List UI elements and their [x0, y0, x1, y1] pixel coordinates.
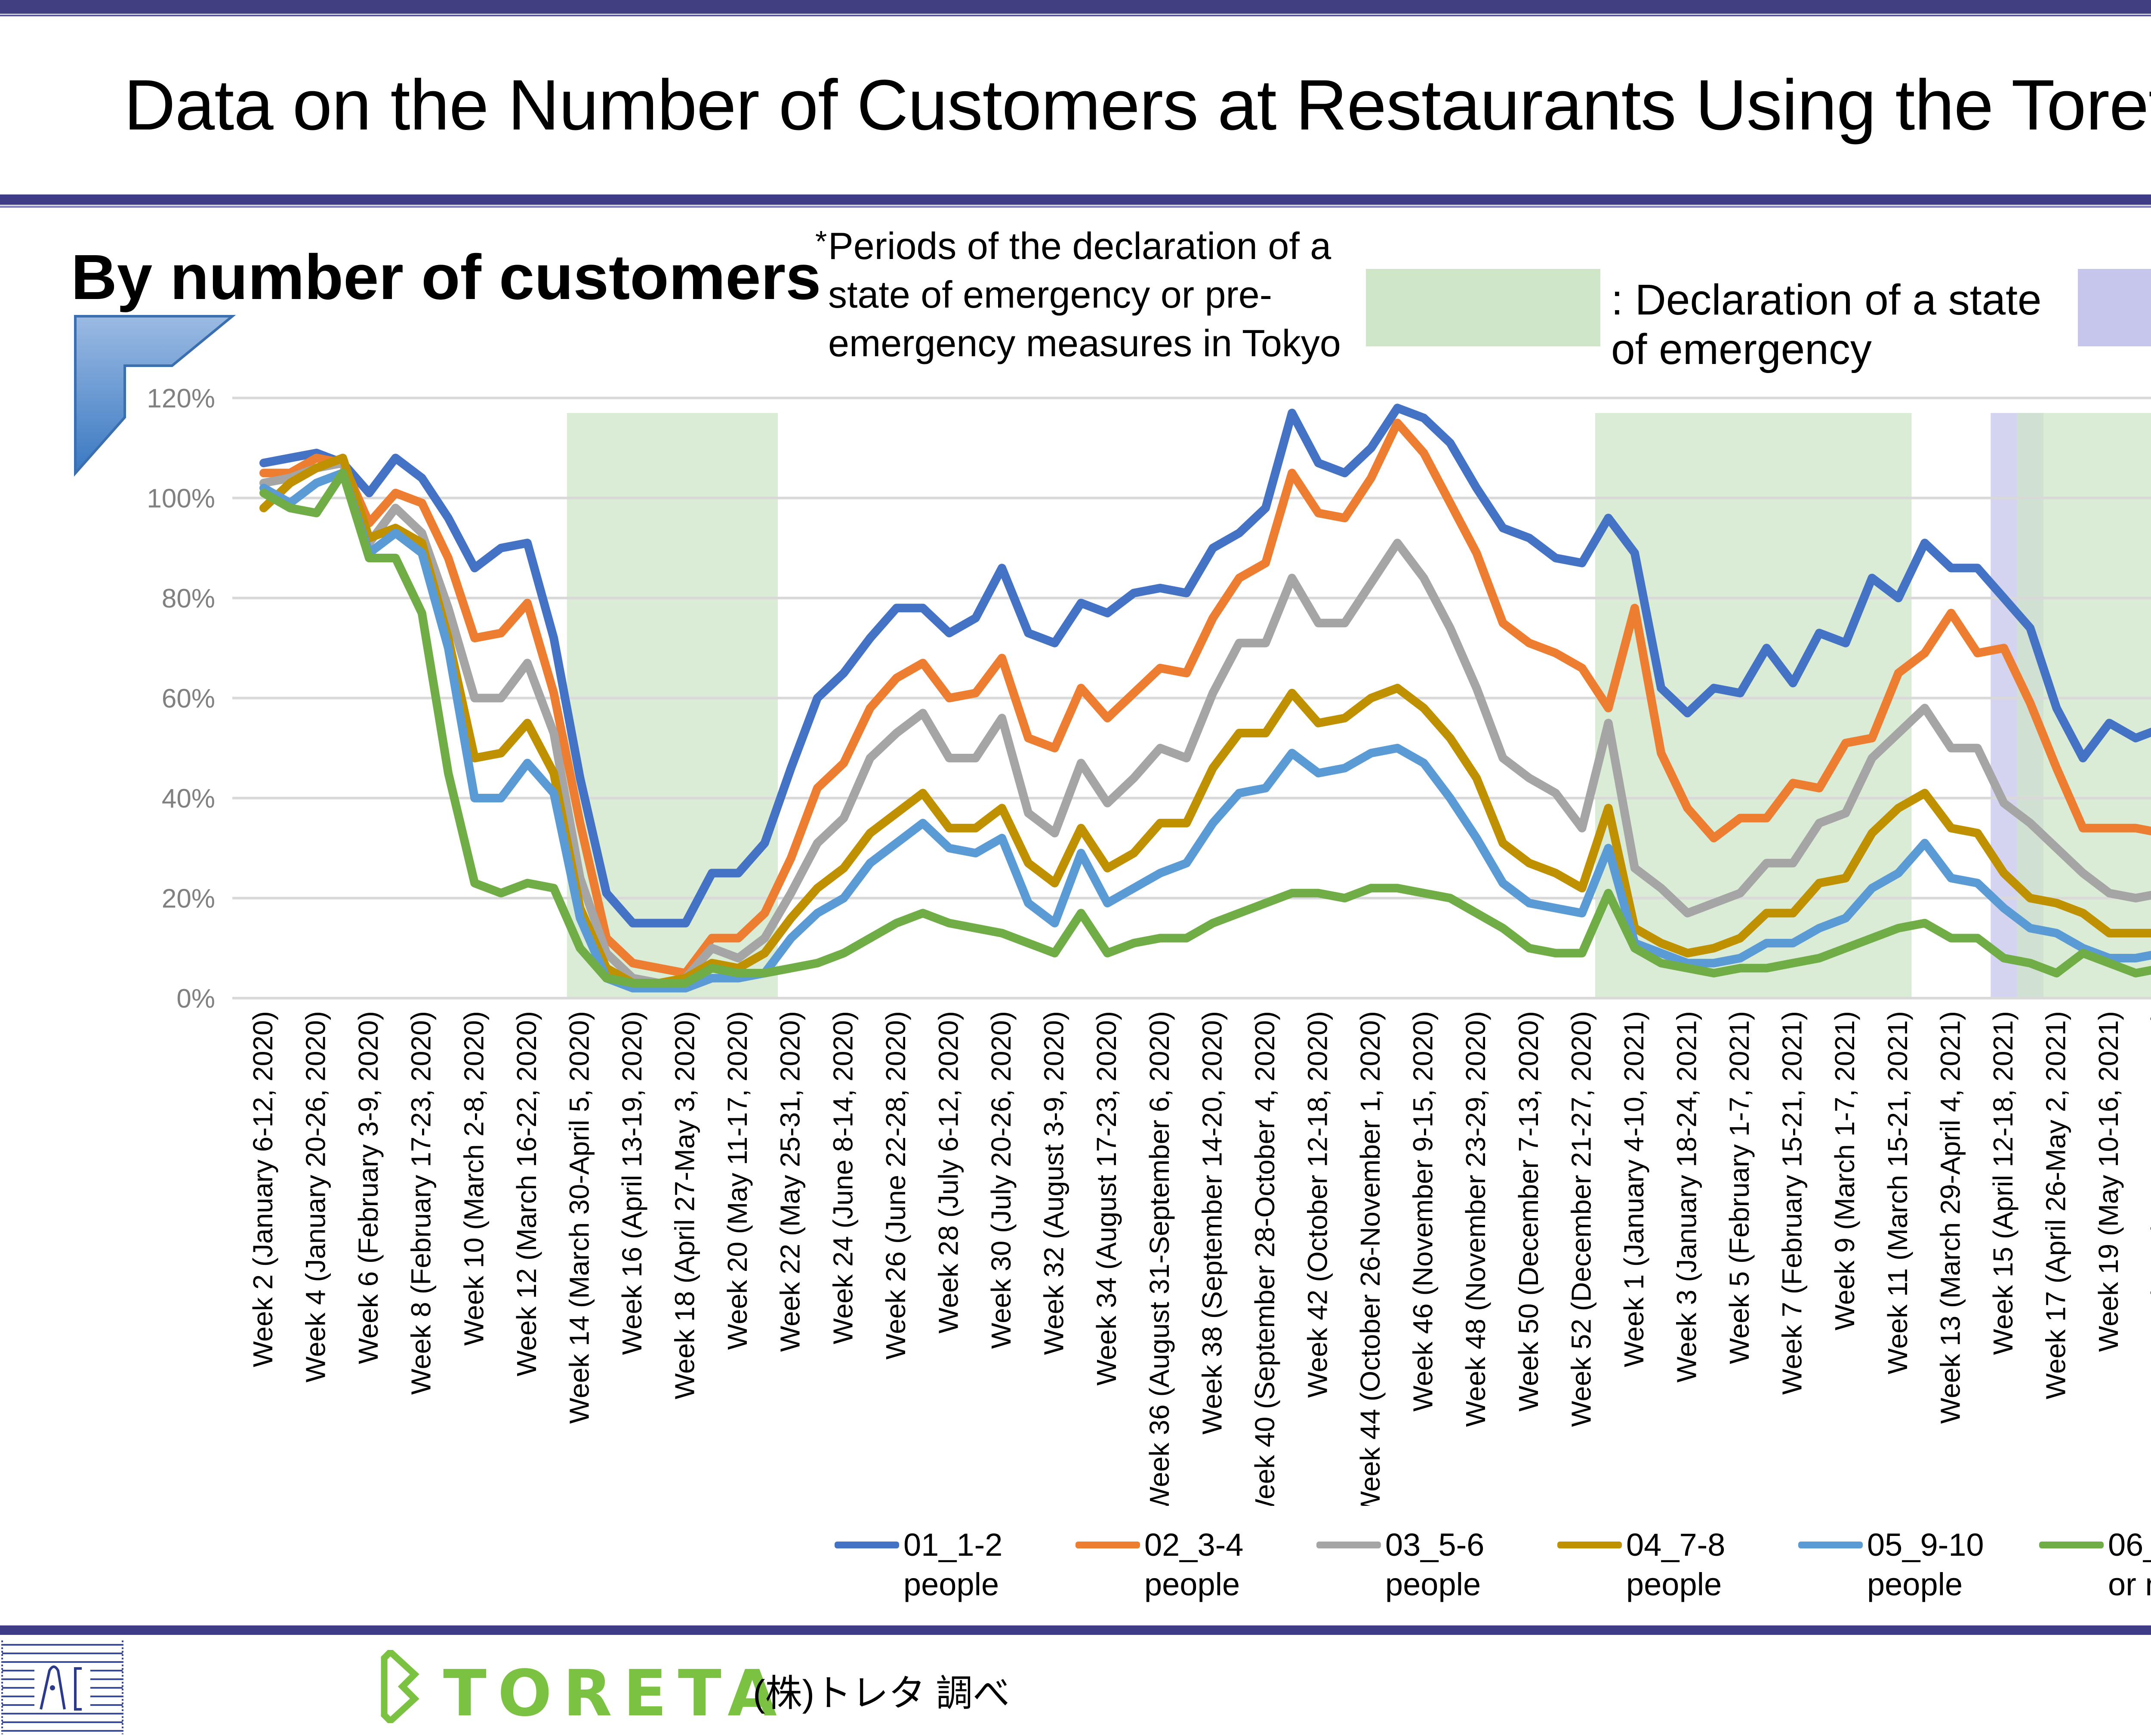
legend-item: 05_9-10 people — [1798, 1525, 1984, 1604]
legend-item: 06_11 peopleor more — [2039, 1525, 2151, 1604]
y-tick-label: 0% — [176, 984, 215, 1014]
line-chart: 0% 20% 40% 60% 80% 100% 120% Week 2 (January 6-… — [147, 384, 2151, 1506]
chart-legend: 01_1-2 people 02_3-4 people 03_5-6 people 04_7… — [835, 1525, 2151, 1611]
legend-swatch — [1798, 1542, 1863, 1548]
y-tick-label: 40% — [162, 784, 215, 814]
legend-swatch — [835, 1542, 899, 1548]
x-tick-label: Week 17 (April 26-May 2, 2021) — [2040, 1011, 2071, 1399]
legend-swatch — [1557, 1542, 1622, 1548]
x-tick-label: Week 5 (February 1-7, 2021) — [1724, 1011, 1755, 1364]
x-tick-label: Week 40 (September 28-October 4, 2020) — [1249, 1011, 1280, 1506]
x-tick-label: Week 7 (February 15-21, 2021) — [1777, 1011, 1808, 1395]
x-tick-label: Week 19 (May 10-16, 2021) — [2093, 1011, 2124, 1352]
legend-label: 01_1-2 — [903, 1527, 1003, 1563]
data-source: (株)トレタ 調べ — [753, 1673, 1010, 1714]
top-bar — [0, 0, 2151, 14]
legend-swatch — [1076, 1542, 1140, 1548]
x-tick-label: Week 12 (March 16-22, 2020) — [511, 1011, 542, 1376]
ai-lab-logo-icon — [1, 1640, 123, 1734]
x-tick-label: Week 8 (February 17-23, 2020) — [406, 1011, 437, 1395]
legend-label-line2: people — [1867, 1566, 1963, 1602]
x-tick-label: Week 26 (June 22-28, 2020) — [880, 1011, 911, 1360]
legend-swatch — [1316, 1542, 1381, 1548]
x-tick-label: Week 28 (July 6-12, 2020) — [933, 1011, 964, 1333]
y-tick-label: 120% — [147, 384, 215, 413]
series-line-5 — [259, 469, 2151, 993]
x-tick-label: Week 4 (January 20-26, 2020) — [300, 1011, 331, 1382]
legend-label: 05_9-10 — [1867, 1527, 1984, 1563]
y-tick-label: 80% — [162, 584, 215, 614]
series-line-4 — [259, 453, 2151, 988]
emergency-label: : Declaration of a state of emergency — [1611, 276, 2042, 373]
top-bar-accent — [0, 15, 2151, 16]
x-tick-label: Week 2 (January 6-12, 2020) — [247, 1011, 278, 1367]
legend-item: 03_5-6 people — [1316, 1525, 1485, 1604]
legend-swatch — [2039, 1542, 2104, 1548]
x-tick-label: Week 15 (April 12-18, 2021) — [1988, 1011, 2018, 1355]
x-tick-label: Week 1 (January 4-10, 2021) — [1618, 1011, 1649, 1367]
x-tick-label: Week 6 (February 3-9, 2020) — [353, 1011, 384, 1364]
x-tick-label: Week 16 (April 13-19, 2020) — [616, 1011, 647, 1355]
x-tick-label: Week 10 (March 2-8, 2020) — [458, 1011, 489, 1346]
series-line-3 — [259, 459, 2151, 988]
shading-note: * Periods of the declaration of a state … — [815, 222, 1366, 367]
x-tick-label: Week 30 (July 20-26, 2020) — [986, 1011, 1017, 1349]
y-tick-label: 20% — [162, 884, 215, 914]
x-tick-label: Week 18 (April 27-May 3, 2020) — [669, 1011, 700, 1399]
legend-item: 01_1-2 people — [835, 1525, 1003, 1604]
x-tick-label: Week 34 (August 17-23, 2020) — [1091, 1011, 1122, 1385]
x-tick-label: Week 13 (March 29-April 4, 2021) — [1935, 1011, 1966, 1424]
emergency-period-band — [1595, 413, 1912, 998]
x-tick-label: Week 46 (November 9-15, 2020) — [1408, 1011, 1439, 1412]
x-tick-label: Week 48 (November 23-29, 2020) — [1460, 1011, 1491, 1427]
legend-label-line2: or more — [2108, 1566, 2151, 1602]
x-tick-label: Week 42 (October 12-18, 2020) — [1302, 1011, 1333, 1398]
note-text: Periods of the declaration of a state of… — [828, 225, 1341, 364]
footer-bar — [0, 1625, 2151, 1635]
x-tick-label: Week 21 (May 24-30, 2021) — [2146, 1011, 2151, 1352]
corner-arrow-top-left-icon — [74, 315, 236, 477]
x-tick-label: Week 9 (March 1-7, 2021) — [1829, 1011, 1860, 1330]
legend-item: 02_3-4 people — [1076, 1525, 1244, 1604]
legend-label: 03_5-6 — [1385, 1527, 1485, 1563]
toreta-logo-icon — [381, 1650, 419, 1723]
legend-label: 04_7-8 — [1626, 1527, 1726, 1563]
emergency-swatch — [1366, 269, 1600, 346]
series-line-1 — [259, 404, 2151, 928]
x-tick-label: Week 32 (August 3-9, 2020) — [1039, 1011, 1069, 1355]
pre-emergency-swatch — [2078, 269, 2151, 346]
legend-item: 04_7-8 people — [1557, 1525, 1726, 1604]
x-tick-label: Week 38 (September 14-20, 2020) — [1196, 1011, 1227, 1434]
legend-label: 06_11 people — [2108, 1527, 2151, 1563]
legend-label-line2: people — [1144, 1566, 1240, 1602]
x-tick-label: Week 11 (March 15-21, 2021) — [1882, 1011, 1913, 1374]
note-asterisk: * — [815, 225, 827, 258]
y-tick-label: 60% — [162, 684, 215, 714]
x-tick-label: Week 36 (August 31-September 6, 2020) — [1144, 1011, 1175, 1506]
series-line-6 — [259, 469, 2151, 988]
x-tick-label: Week 50 (December 7-13, 2020) — [1513, 1011, 1544, 1412]
section-subtitle: By number of customers — [71, 242, 821, 313]
y-tick-label: 100% — [147, 484, 215, 514]
legend-label-line2: people — [1385, 1566, 1481, 1602]
page-title: Data on the Number of Customers at Resta… — [124, 65, 2151, 145]
x-tick-label: Week 24 (June 8-14, 2020) — [827, 1011, 858, 1344]
x-tick-label: Week 22 (May 25-31, 2020) — [775, 1011, 806, 1352]
x-tick-label: Week 20 (May 11-17, 2020) — [722, 1011, 753, 1350]
legend-label: 02_3-4 — [1144, 1527, 1244, 1563]
x-tick-label: Week 52 (December 21-27, 2020) — [1565, 1011, 1596, 1427]
toreta-brand: TORETA — [443, 1656, 788, 1730]
title-divider-accent — [0, 206, 2151, 208]
x-tick-label: Week 44 (October 26-November 1, 2020) — [1355, 1011, 1386, 1506]
x-tick-label: Week 14 (March 30-April 5, 2020) — [564, 1011, 595, 1424]
legend-label-line2: people — [1626, 1566, 1722, 1602]
series-line-2 — [259, 419, 2151, 977]
legend-label-line2: people — [903, 1566, 999, 1602]
title-divider-bar — [0, 194, 2151, 205]
x-tick-label: Week 3 (January 18-24, 2021) — [1671, 1011, 1702, 1382]
